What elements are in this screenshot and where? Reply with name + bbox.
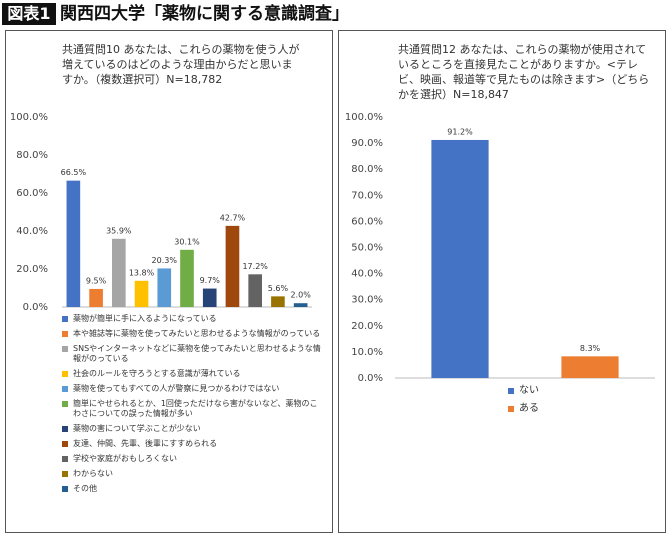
bar: [431, 139, 489, 378]
legend-label: 友達、仲間、先輩、後輩にすすめられる: [73, 439, 218, 448]
bar: [202, 288, 217, 307]
legend-label: わからない: [73, 469, 113, 478]
legend-item: その他: [62, 484, 324, 494]
legend-label: 薬物の害について学ぶことが少ない: [73, 424, 201, 433]
legend-swatch: [508, 388, 514, 394]
y-tick-label: 70.0%: [351, 190, 383, 201]
legend-label: 学校や家庭がおもしろくない: [73, 454, 177, 463]
legend-label: 薬物を使ってもすべての人が警察に見つかるわけではない: [73, 384, 280, 393]
bar: [66, 180, 81, 307]
header-title: 関西四大学「薬物に関する意識調査」: [60, 4, 349, 24]
legend-swatch: [62, 331, 68, 337]
legend-swatch: [62, 471, 68, 477]
y-tick-label: 30.0%: [351, 295, 383, 306]
legend-item: ある: [508, 404, 608, 414]
y-tick-label: 20.0%: [351, 321, 383, 332]
legend-swatch: [62, 426, 68, 432]
legend-swatch: [62, 316, 68, 322]
right-panel: [338, 30, 666, 533]
y-tick-label: 100.0%: [10, 112, 48, 123]
value-label: 35.9%: [106, 226, 132, 235]
legend-label: 薬物が簡単に手に入るようになっている: [73, 314, 217, 323]
legend-swatch: [62, 401, 68, 407]
legend: 薬物が簡単に手に入るようになっている本や雑誌等に薬物を使ってみたいと思わせるよう…: [62, 314, 324, 499]
legend-swatch: [62, 486, 68, 492]
y-tick-label: 90.0%: [351, 138, 383, 149]
legend-label: ある: [519, 403, 539, 414]
y-tick-label: 100.0%: [345, 112, 383, 123]
legend-item: ない: [508, 386, 608, 396]
chart-title: 共通質問10 あなたは、これらの薬物を使う人が増えているのはどのような理由からだ…: [62, 43, 300, 86]
y-tick-label: 40.0%: [16, 226, 48, 237]
legend-swatch: [62, 441, 68, 447]
legend-swatch: [62, 371, 68, 377]
value-label: 17.2%: [242, 262, 268, 271]
value-label: 5.6%: [268, 284, 289, 293]
bar: [293, 303, 308, 307]
legend-item: 簡単にやせられるとか、1回使っただけなら害がないなど、薬物のこわさについての誤っ…: [62, 399, 324, 419]
bar: [180, 249, 194, 307]
value-label: 2.0%: [290, 291, 311, 300]
bar: [561, 356, 619, 378]
legend-item: 学校や家庭がおもしろくない: [62, 454, 324, 464]
legend-swatch: [62, 386, 68, 392]
bar: [112, 238, 126, 307]
legend-swatch: [62, 456, 68, 462]
legend-label: その他: [73, 484, 97, 493]
legend-label: SNSやインターネットなどに薬物を使ってみたいと思わせるような情報がのっている: [73, 344, 321, 363]
value-label: 30.1%: [174, 237, 200, 246]
y-tick-label: 60.0%: [16, 188, 48, 199]
y-tick-label: 80.0%: [16, 150, 48, 161]
bar: [134, 280, 149, 307]
legend-item: 薬物が簡単に手に入るようになっている: [62, 314, 324, 324]
value-label: 20.3%: [152, 256, 178, 265]
y-tick-label: 10.0%: [351, 347, 383, 358]
y-tick-label: 0.0%: [23, 302, 48, 313]
y-tick-label: 40.0%: [351, 269, 383, 280]
value-label: 9.5%: [86, 276, 107, 285]
legend-item: SNSやインターネットなどに薬物を使ってみたいと思わせるような情報がのっている: [62, 344, 324, 364]
y-tick-label: 50.0%: [351, 243, 383, 254]
legend-swatch: [62, 346, 68, 352]
legend-item: 友達、仲間、先輩、後輩にすすめられる: [62, 439, 324, 449]
bar: [271, 296, 285, 307]
legend-swatch: [508, 406, 514, 412]
legend-item: 薬物の害について学ぶことが少ない: [62, 424, 324, 434]
legend-label: 本や雑誌等に薬物を使ってみたいと思わせるような情報がのっている: [73, 329, 321, 338]
bar: [89, 288, 103, 307]
header-label: 図表1: [2, 3, 56, 25]
y-tick-label: 80.0%: [351, 164, 383, 175]
legend-item: 薬物を使ってもすべての人が警察に見つかるわけではない: [62, 384, 324, 394]
chart-title: 共通質問12 あなたは、これらの薬物が使用されているところを直接見たことがありま…: [398, 43, 650, 101]
value-label: 91.2%: [447, 127, 473, 136]
value-label: 66.5%: [61, 168, 87, 177]
y-tick-label: 20.0%: [16, 264, 48, 275]
value-label: 8.3%: [580, 344, 601, 353]
legend-label: 社会のルールを守ろうとする意識が薄れている: [73, 369, 241, 378]
value-label: 9.7%: [200, 276, 221, 285]
y-tick-label: 0.0%: [358, 373, 383, 384]
legend-item: 本や雑誌等に薬物を使ってみたいと思わせるような情報がのっている: [62, 329, 324, 339]
bar: [225, 225, 240, 307]
left-panel: [5, 30, 333, 533]
bar: [157, 268, 172, 307]
legend-label: 簡単にやせられるとか、1回使っただけなら害がないなど、薬物のこわさについての誤っ…: [73, 399, 318, 418]
legend-label: ない: [519, 385, 539, 396]
value-label: 13.8%: [129, 268, 155, 277]
value-label: 42.7%: [220, 213, 246, 222]
legend-item: わからない: [62, 469, 324, 479]
legend-item: 社会のルールを守ろうとする意識が薄れている: [62, 369, 324, 379]
bar: [248, 274, 262, 307]
y-tick-label: 60.0%: [351, 216, 383, 227]
legend: ない ある: [508, 386, 608, 422]
